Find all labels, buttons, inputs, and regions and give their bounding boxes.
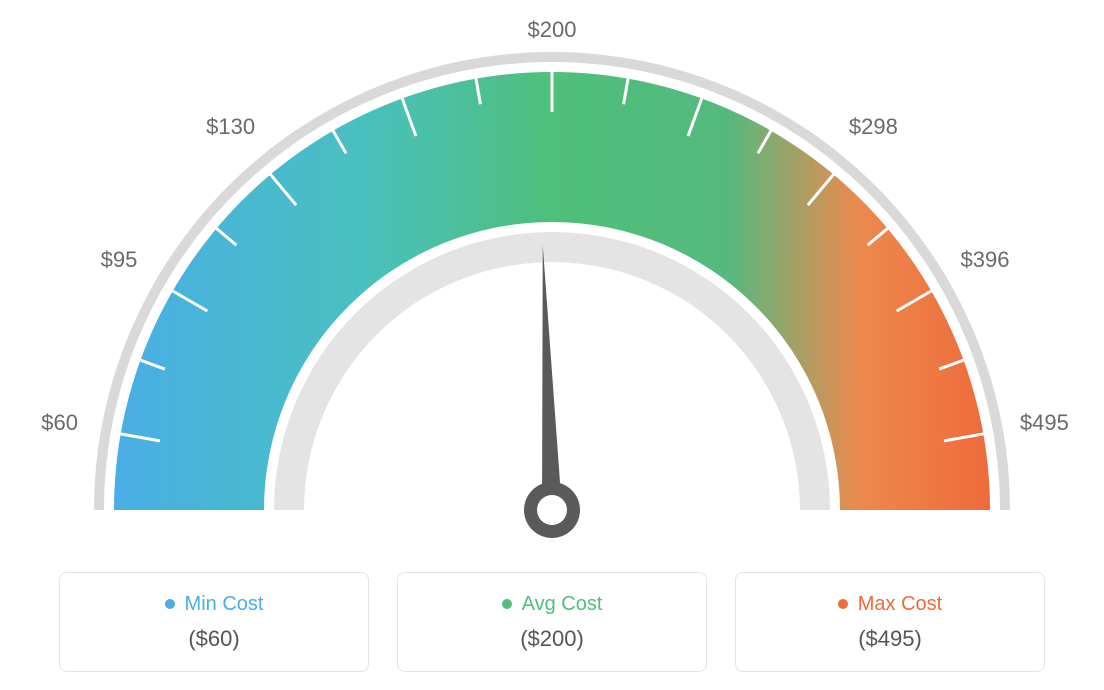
legend-card-avg: Avg Cost ($200) — [397, 572, 707, 672]
gauge-tick-label: $60 — [41, 410, 78, 436]
legend-dot-avg — [502, 599, 512, 609]
legend-value-avg: ($200) — [520, 626, 584, 652]
gauge-tick-label: $298 — [849, 114, 898, 140]
legend-label-max: Max Cost — [858, 593, 942, 616]
gauge-tick-label: $396 — [961, 247, 1010, 273]
legend-value-max: ($495) — [858, 626, 922, 652]
legend-dot-max — [838, 599, 848, 609]
gauge-tick-label: $200 — [528, 17, 577, 43]
gauge-svg — [0, 0, 1104, 560]
legend-value-min: ($60) — [188, 626, 239, 652]
legend-card-max: Max Cost ($495) — [735, 572, 1045, 672]
legend-card-min: Min Cost ($60) — [59, 572, 369, 672]
legend-label-min: Min Cost — [185, 593, 264, 616]
legend-label-avg: Avg Cost — [522, 593, 603, 616]
gauge-tick-label: $95 — [101, 247, 138, 273]
gauge-tick-label: $495 — [1020, 410, 1069, 436]
gauge-tick-label: $130 — [206, 114, 255, 140]
legend-row: Min Cost ($60) Avg Cost ($200) Max Cost … — [0, 572, 1104, 672]
cost-gauge-chart: $60 $95 $130 $200 $298 $396 $495 — [0, 0, 1104, 560]
legend-dot-min — [165, 599, 175, 609]
